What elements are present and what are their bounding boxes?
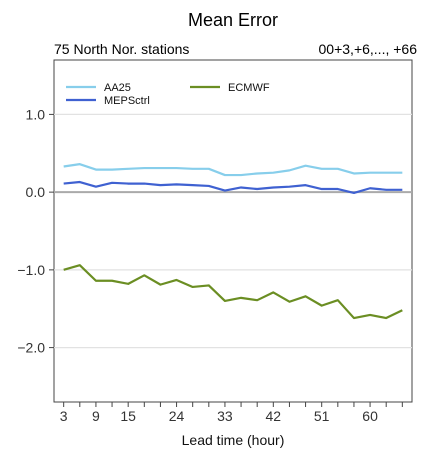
x-tick-label-0: 3 bbox=[60, 408, 68, 424]
legend-label-aa25: AA25 bbox=[104, 82, 131, 94]
series-layer bbox=[63, 163, 403, 320]
legend-label-ecmwf: ECMWF bbox=[228, 82, 270, 94]
x-tick-label-4: 33 bbox=[217, 408, 233, 424]
chart-subtitle-right: 00+3,+6,..., +66 bbox=[319, 41, 418, 57]
y-tick-label-0: −2.0 bbox=[17, 340, 45, 356]
x-tick-label-5: 42 bbox=[266, 408, 282, 424]
grid bbox=[54, 113, 412, 349]
x-tick-label-7: 60 bbox=[362, 408, 378, 424]
y-tick-label-3: 1.0 bbox=[26, 106, 46, 122]
x-tick-label-3: 24 bbox=[169, 408, 185, 424]
x-axis-label: Lead time (hour) bbox=[182, 432, 285, 448]
y-tick-label-1: −1.0 bbox=[17, 262, 45, 278]
chart-title: Mean Error bbox=[188, 10, 278, 30]
plot-frame bbox=[53, 59, 413, 403]
chart-subtitle-left: 75 North Nor. stations bbox=[54, 41, 189, 57]
series-line-mepsctrl bbox=[63, 180, 403, 195]
legend-label-mepsctrl: MEPSctrl bbox=[104, 95, 150, 107]
series-line-ecmwf bbox=[63, 264, 403, 320]
axes: 3 9 15 24 33 42 51 60 −2.0 −1.0 0.0 1.0 bbox=[17, 106, 403, 424]
plot-area bbox=[53, 59, 413, 403]
x-tick-label-2: 15 bbox=[120, 408, 136, 424]
y-tick-label-2: 0.0 bbox=[26, 184, 46, 200]
x-tick-label-6: 51 bbox=[314, 408, 330, 424]
series-line-aa25 bbox=[63, 163, 403, 177]
x-tick-label-1: 9 bbox=[92, 408, 100, 424]
